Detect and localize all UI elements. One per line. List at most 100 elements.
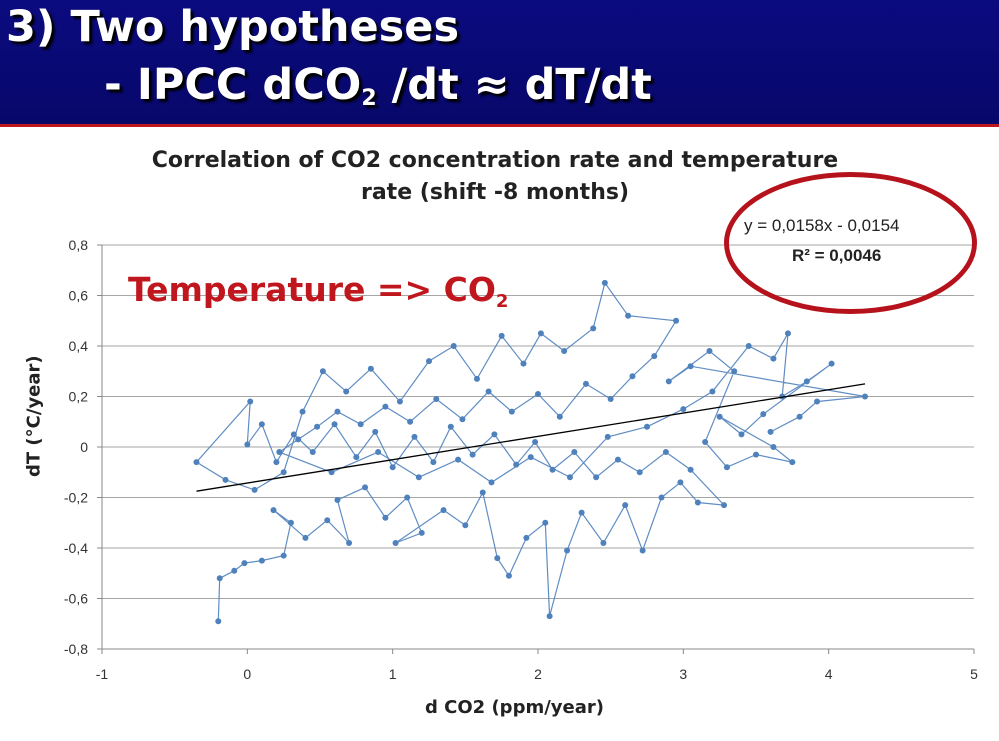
data-point <box>231 567 238 574</box>
data-point <box>247 398 254 405</box>
data-point <box>396 398 403 405</box>
data-point <box>353 454 360 461</box>
data-point <box>629 373 636 380</box>
x-tick-label: 4 <box>825 666 833 682</box>
data-point <box>571 449 578 456</box>
data-point <box>404 494 411 501</box>
data-point <box>651 353 658 360</box>
data-point <box>459 416 466 423</box>
data-point <box>258 557 265 564</box>
data-point <box>636 469 643 476</box>
highlight-ellipse <box>724 172 977 314</box>
data-point <box>520 360 527 367</box>
data-point <box>625 312 632 319</box>
data-point <box>687 363 694 370</box>
data-point <box>803 378 810 385</box>
data-point <box>216 575 223 582</box>
y-tick-label: 0,4 <box>69 338 89 354</box>
data-point <box>411 433 418 440</box>
data-point <box>862 393 868 400</box>
data-point <box>639 547 646 554</box>
data-point <box>362 484 369 491</box>
y-tick-label: 0,6 <box>69 288 89 304</box>
data-point <box>760 411 767 418</box>
data-point <box>334 497 341 504</box>
data-point <box>455 456 462 463</box>
data-point <box>273 459 280 466</box>
data-point <box>382 514 389 521</box>
data-point <box>222 476 229 483</box>
data-point <box>614 456 621 463</box>
data-point <box>702 438 709 445</box>
data-point <box>578 509 585 516</box>
data-point <box>485 388 492 395</box>
data-point <box>314 423 321 430</box>
data-point <box>450 343 457 349</box>
data-point <box>723 464 730 471</box>
data-point <box>295 436 302 443</box>
data-point <box>549 466 556 473</box>
data-point <box>644 423 650 430</box>
data-point <box>590 325 597 332</box>
data-point <box>738 431 745 438</box>
data-point <box>418 529 425 536</box>
data-point <box>601 279 608 286</box>
data-point <box>334 408 341 415</box>
data-point <box>535 390 541 397</box>
data-point <box>582 380 589 387</box>
x-axis-label: d CO2 (ppm/year) <box>425 697 604 718</box>
data-point <box>367 365 374 372</box>
data-point <box>462 522 469 529</box>
y-tick-label: -0,4 <box>64 540 88 556</box>
data-point <box>607 396 614 403</box>
y-tick-label: -0,8 <box>64 641 88 657</box>
data-point <box>745 343 752 349</box>
data-point <box>721 502 728 509</box>
data-point <box>694 499 701 506</box>
data-point <box>564 547 571 554</box>
data-point <box>331 421 338 428</box>
series-connect-lines <box>195 281 866 622</box>
y-tick-label: -0,6 <box>64 591 88 607</box>
data-points <box>193 279 868 625</box>
data-point <box>469 451 476 458</box>
data-point <box>280 469 287 476</box>
data-point <box>706 348 713 355</box>
data-point <box>375 449 382 456</box>
data-point <box>513 461 520 468</box>
data-point <box>488 479 495 486</box>
x-tick-label: 5 <box>970 666 978 682</box>
data-point <box>673 317 680 324</box>
y-tick-label: 0 <box>80 439 88 455</box>
data-point <box>600 539 607 546</box>
slide-title: 3) Two hypotheses <box>6 2 460 52</box>
data-point <box>415 474 422 481</box>
data-point <box>346 539 353 546</box>
data-point <box>343 388 350 395</box>
data-point <box>328 469 335 476</box>
data-point <box>491 431 498 438</box>
data-point <box>665 378 672 385</box>
data-point <box>319 368 326 375</box>
data-point <box>426 358 432 365</box>
data-point <box>814 398 821 405</box>
data-point <box>287 519 294 526</box>
x-tick-label: 3 <box>679 666 687 682</box>
data-point <box>479 489 486 496</box>
series-path <box>195 281 866 622</box>
data-point <box>389 464 396 471</box>
data-point <box>215 618 222 625</box>
data-point <box>407 418 414 425</box>
trendline <box>196 383 866 492</box>
data-point <box>542 519 549 526</box>
data-point <box>270 507 277 514</box>
data-point <box>505 572 512 579</box>
data-point <box>276 449 283 456</box>
data-point <box>382 403 389 410</box>
data-point <box>392 539 399 546</box>
data-point <box>680 406 687 413</box>
y-tick-label: 0,8 <box>69 237 89 253</box>
data-point <box>299 408 306 415</box>
data-point <box>532 438 539 445</box>
